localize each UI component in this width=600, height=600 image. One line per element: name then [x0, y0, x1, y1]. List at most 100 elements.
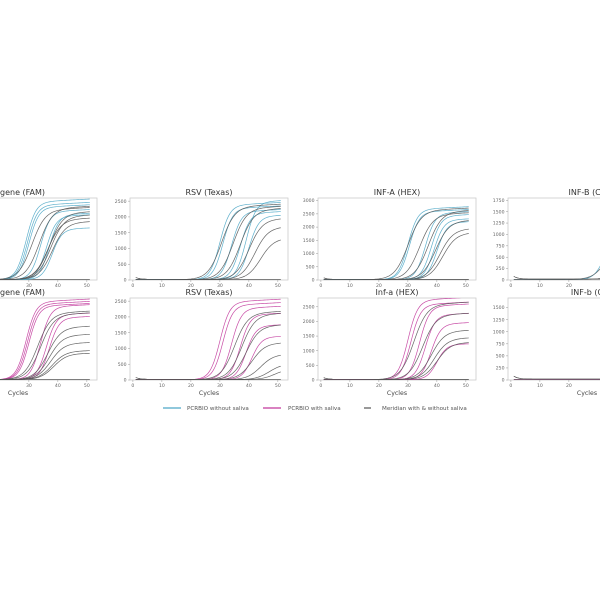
- x-axis-label: Cycles: [387, 390, 407, 397]
- x-tick-label: 50: [463, 383, 469, 389]
- plot-frame: [507, 297, 600, 381]
- plot-frame: [507, 197, 600, 281]
- y-tick-label: 1000: [115, 346, 127, 352]
- x-tick-label: 0: [131, 283, 134, 289]
- amplification-curve: [135, 206, 281, 280]
- y-tick-label: 2500: [303, 211, 315, 217]
- x-tick-label: 20: [566, 383, 572, 389]
- x-tick-label: 40: [55, 383, 61, 389]
- amplification-curve: [0, 298, 90, 380]
- amplification-curve: [0, 221, 90, 280]
- x-tick-label: 10: [347, 383, 353, 389]
- x-tick-label: 40: [434, 383, 440, 389]
- chart-panel: RSV (Texas)0 10 20 30 40 50050010001500200025…: [115, 188, 289, 289]
- amplification-curve: [135, 203, 281, 280]
- amplification-curve: [0, 204, 90, 280]
- y-tick-label: 0: [502, 378, 505, 384]
- chart-panel: gene (FAM) 30 40 50 Cycles: [0, 288, 98, 397]
- panel-title: gene (FAM): [0, 288, 45, 297]
- y-tick-label: 2500: [115, 299, 127, 305]
- panel-title: INF-b (C: [571, 288, 600, 297]
- x-axis-label: Cycles: [577, 390, 597, 397]
- amplification-curve: [323, 220, 469, 280]
- amplification-curve: [135, 298, 281, 380]
- amplification-curve: [0, 209, 90, 280]
- panel-title: gene (FAM): [0, 188, 45, 197]
- amplification-curve: [0, 310, 90, 380]
- x-tick-label: 20: [376, 283, 382, 289]
- amplification-curve: [0, 316, 90, 380]
- amplification-curve: [135, 342, 281, 380]
- x-tick-label: 0: [319, 283, 322, 289]
- x-tick-label: 0: [319, 383, 322, 389]
- y-tick-label: 500: [496, 255, 505, 261]
- amplification-curve: [135, 371, 281, 380]
- amplification-curve: [135, 227, 281, 280]
- chart-panel: gene (FAM) 30 40 50: [0, 188, 98, 289]
- x-tick-label: 40: [246, 283, 252, 289]
- plot-frame: [0, 197, 98, 281]
- y-tick-label: 500: [306, 363, 315, 369]
- chart-panel: RSV (Texas)0 10 20 30 40 50050010001500200025…: [115, 288, 289, 397]
- x-tick-label: 20: [376, 383, 382, 389]
- y-tick-label: 0: [502, 278, 505, 284]
- y-tick-label: 500: [118, 262, 127, 268]
- plot-frame: [317, 297, 477, 381]
- amplification-curve: [135, 311, 281, 380]
- amplification-curve: [513, 268, 600, 280]
- panel-title: Inf-a (HEX): [376, 288, 419, 297]
- chart-panel: INF-A (HEX)0 10 20 30 40 50050010001500200025…: [303, 188, 477, 289]
- amplification-curve: [513, 278, 600, 280]
- y-tick-label: 0: [124, 378, 127, 384]
- x-tick-label: 40: [246, 383, 252, 389]
- amplification-curve: [135, 239, 281, 280]
- legend-label-pcrbio-without-saliva: PCRBIO without saliva: [187, 406, 249, 412]
- amplification-curve: [323, 313, 469, 380]
- x-tick-label: 40: [434, 283, 440, 289]
- chart-panel: Inf-a (HEX)0 10 20 30 40 50050010001500200025…: [303, 288, 477, 397]
- amplification-curve: [0, 301, 90, 380]
- panel-title: INF-B (Cy: [568, 188, 600, 197]
- amplification-curve: [0, 207, 90, 280]
- plot-frame: [0, 297, 98, 381]
- amplification-curve: [0, 303, 90, 380]
- x-tick-label: 30: [217, 283, 223, 289]
- x-axis-label: Cycles: [8, 390, 28, 397]
- x-tick-label: 50: [275, 283, 281, 289]
- x-tick-label: 50: [84, 383, 90, 389]
- amplification-curve: [323, 298, 463, 380]
- x-tick-label: 10: [347, 283, 353, 289]
- x-tick-label: 30: [217, 383, 223, 389]
- amplification-curve: [135, 208, 281, 280]
- amplification-curve: [323, 207, 469, 280]
- amplification-curve: [135, 205, 281, 280]
- y-tick-label: 2000: [115, 215, 127, 221]
- x-axis-label: Cycles: [199, 390, 219, 397]
- amplification-curve: [135, 312, 281, 380]
- x-tick-label: 30: [405, 383, 411, 389]
- y-tick-label: 1000: [303, 251, 315, 257]
- x-tick-label: 40: [55, 283, 61, 289]
- amplification-curve: [323, 233, 469, 280]
- y-tick-label: 2500: [303, 304, 315, 310]
- y-tick-label: 2000: [303, 225, 315, 231]
- plot-frame: [129, 297, 289, 381]
- y-tick-label: 1500: [493, 209, 505, 215]
- amplification-curve: [135, 313, 281, 380]
- x-tick-label: 0: [131, 383, 134, 389]
- y-tick-label: 250: [496, 266, 505, 272]
- x-tick-label: 10: [159, 383, 165, 389]
- amplification-curve: [0, 202, 90, 280]
- y-tick-label: 1250: [493, 221, 505, 227]
- y-tick-label: 500: [118, 362, 127, 368]
- amplification-curve: [0, 312, 90, 380]
- x-tick-label: 30: [405, 283, 411, 289]
- y-tick-label: 0: [124, 278, 127, 284]
- y-tick-label: 1000: [303, 348, 315, 354]
- baseline-trace: [513, 375, 600, 380]
- x-tick-label: 10: [159, 283, 165, 289]
- amplification-curve: [0, 352, 90, 380]
- amplification-curve: [0, 205, 90, 280]
- y-tick-label: 500: [496, 353, 505, 359]
